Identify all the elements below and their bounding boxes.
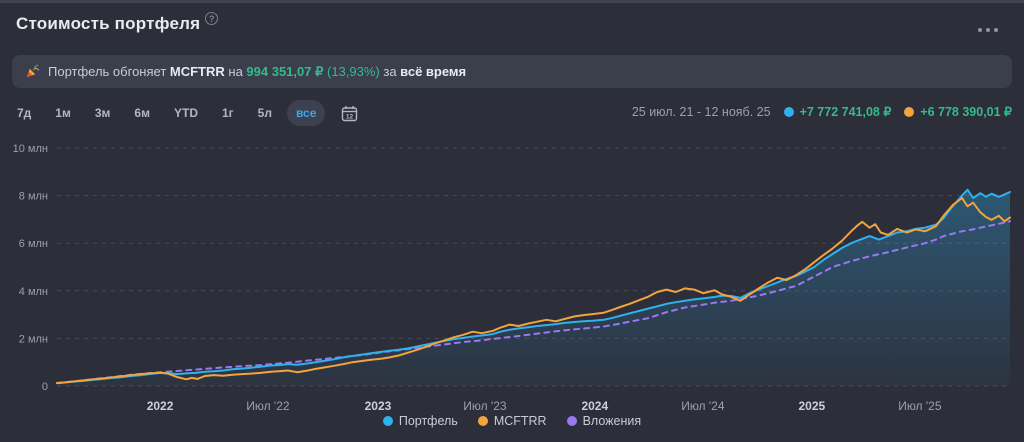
- outperformance-banner: Портфель обгоняет MCFTRR на 994 351,07 ₽…: [12, 55, 1012, 88]
- legend-label: MCFTRR: [493, 414, 547, 428]
- banner-period: всё время: [400, 64, 467, 79]
- y-axis-tick: 4 млн: [19, 286, 48, 298]
- dot-icon: [994, 28, 998, 32]
- x-axis-tick: 2024: [581, 399, 608, 413]
- range-button-7д[interactable]: 7д: [8, 100, 40, 126]
- x-axis-tick: Июл '23: [463, 399, 507, 413]
- legend-dot-icon: [566, 416, 577, 426]
- y-axis-tick: 10 млн: [13, 143, 48, 155]
- x-axis-tick: Июл '25: [898, 399, 942, 413]
- series-line-MCFTRR: [56, 197, 1011, 385]
- portfolio-change-value: +7 772 741,08 ₽: [799, 105, 892, 119]
- calendar-icon: 12: [342, 105, 358, 121]
- banner-text-prefix: Портфель обгоняет: [48, 64, 170, 79]
- dot-icon: [986, 28, 990, 32]
- x-axis-tick: 2023: [365, 399, 392, 413]
- portfolio-dot-icon: [783, 106, 794, 117]
- more-options-button[interactable]: [978, 28, 998, 32]
- legend-item-benchmark[interactable]: MCFTRR: [477, 414, 547, 428]
- svg-text:12: 12: [346, 113, 354, 120]
- banner-percent: (13,93%): [323, 64, 380, 79]
- time-range-selector: 7д 1м 3м 6м YTD 1г 5л все 12: [8, 100, 362, 126]
- banner-benchmark-name: MCFTRR: [169, 64, 225, 79]
- series-line-Вложения: [56, 220, 1011, 384]
- chart-legend: Портфель MCFTRR Вложения: [0, 414, 1024, 428]
- range-button-3м[interactable]: 3м: [86, 100, 120, 126]
- top-edge-divider: [0, 0, 1024, 3]
- calendar-button[interactable]: 12: [337, 103, 362, 124]
- range-button-1г[interactable]: 1г: [213, 100, 243, 126]
- period-summary: 25 июл. 21 - 12 нояб. 25 +7 772 741,08 ₽…: [631, 104, 1012, 120]
- benchmark-change-value: +6 778 390,01 ₽: [920, 105, 1012, 119]
- range-button-YTD[interactable]: YTD: [165, 100, 207, 126]
- x-axis-tick: 2022: [147, 399, 174, 413]
- series-line-Портфель: [56, 188, 1011, 385]
- party-popper-icon: [25, 64, 40, 79]
- banner-text-mid: на: [224, 64, 247, 79]
- legend-item-portfolio[interactable]: Портфель: [382, 414, 458, 428]
- benchmark-change: +6 778 390,01 ₽: [904, 104, 1012, 119]
- x-axis-tick: 2025: [798, 399, 825, 413]
- range-button-6м[interactable]: 6м: [125, 100, 159, 126]
- help-icon[interactable]: ?: [205, 12, 219, 25]
- y-axis-tick: 0: [42, 381, 48, 393]
- y-axis-tick: 6 млн: [19, 238, 48, 250]
- range-button-5л[interactable]: 5л: [249, 100, 281, 126]
- legend-dot-icon: [477, 416, 488, 426]
- legend-item-invested[interactable]: Вложения: [566, 414, 642, 428]
- dot-icon: [978, 28, 982, 32]
- legend-label: Вложения: [582, 414, 642, 428]
- legend-label: Портфель: [398, 414, 458, 428]
- portfolio-change: +7 772 741,08 ₽: [783, 104, 892, 119]
- chart-header: Стоимость портфеля ?: [16, 12, 219, 34]
- date-range-label: 25 июл. 21 - 12 нояб. 25: [631, 104, 771, 119]
- legend-dot-icon: [382, 416, 393, 426]
- x-axis-tick: Июл '22: [246, 399, 290, 413]
- banner-amount: 994 351,07 ₽: [246, 63, 324, 79]
- range-button-все[interactable]: все: [286, 100, 326, 126]
- y-axis-tick: 2 млн: [19, 333, 48, 345]
- range-button-1м[interactable]: 1м: [46, 100, 80, 126]
- banner-text-for: за: [379, 64, 401, 79]
- x-axis-tick: Июл '24: [681, 399, 725, 413]
- benchmark-dot-icon: [904, 106, 915, 117]
- page-title: Стоимость портфеля: [16, 14, 201, 33]
- y-axis-tick: 8 млн: [19, 191, 48, 203]
